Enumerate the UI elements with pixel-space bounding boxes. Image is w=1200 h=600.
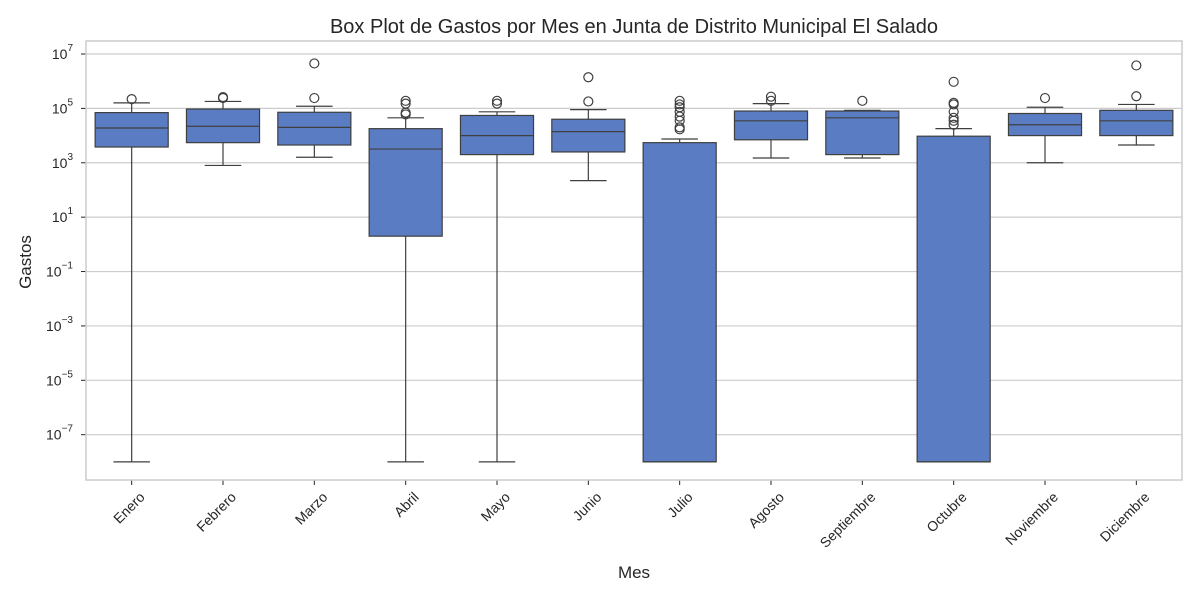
outlier-point bbox=[309, 58, 320, 69]
outlier-point bbox=[765, 91, 777, 102]
y-tick-exponent: −5 bbox=[62, 369, 74, 380]
box-julio bbox=[642, 95, 717, 463]
x-tick-label: Octubre bbox=[923, 489, 970, 536]
outlier-point bbox=[674, 122, 685, 133]
x-tick-label: Diciembre bbox=[1097, 489, 1153, 545]
box-iqr bbox=[551, 118, 626, 153]
y-tick-exponent: −3 bbox=[62, 315, 74, 326]
y-tick-label: 103 bbox=[52, 152, 74, 171]
grid-lines bbox=[86, 53, 1182, 436]
y-tick-label: 107 bbox=[52, 43, 74, 62]
y-tick-label: 10−1 bbox=[46, 261, 73, 280]
outlier-point bbox=[1131, 60, 1142, 71]
x-tick-label: Agosto bbox=[745, 489, 787, 531]
y-tick-base: 10 bbox=[46, 427, 62, 443]
box-series bbox=[94, 58, 1174, 463]
y-tick-base: 10 bbox=[52, 155, 68, 171]
x-tick-label: Julio bbox=[664, 489, 696, 521]
box-diciembre bbox=[1099, 60, 1174, 146]
y-tick-exponent: 1 bbox=[67, 206, 73, 217]
x-tick-label: Septiembre bbox=[817, 489, 879, 551]
y-tick-label: 105 bbox=[52, 97, 74, 116]
outlier-point bbox=[583, 72, 594, 83]
outlier-point bbox=[126, 93, 137, 105]
y-tick-label: 10−5 bbox=[46, 369, 73, 388]
outlier-point bbox=[948, 119, 959, 130]
outlier-point bbox=[491, 98, 503, 109]
y-tick-base: 10 bbox=[52, 100, 68, 116]
box-iqr bbox=[916, 135, 991, 463]
box-iqr bbox=[368, 128, 443, 237]
y-tick-exponent: −7 bbox=[62, 424, 74, 435]
box-noviembre bbox=[1007, 92, 1083, 164]
chart-title: Box Plot de Gastos por Mes en Junta de D… bbox=[330, 16, 938, 38]
outlier-point bbox=[857, 95, 868, 106]
x-axis-label: Mes bbox=[618, 563, 650, 582]
outlier-point bbox=[309, 92, 320, 104]
y-tick-exponent: −1 bbox=[62, 261, 74, 272]
box-mayo bbox=[459, 95, 535, 463]
y-tick-exponent: 7 bbox=[67, 43, 73, 54]
outlier-point bbox=[765, 95, 777, 106]
outlier-point bbox=[400, 98, 411, 109]
x-tick-label: Junio bbox=[569, 489, 604, 524]
outlier-point bbox=[948, 112, 959, 123]
box-abril bbox=[368, 95, 443, 463]
y-tick-base: 10 bbox=[46, 318, 62, 334]
outlier-point bbox=[674, 99, 685, 110]
x-tick-label: Enero bbox=[110, 489, 148, 527]
box-marzo bbox=[277, 58, 352, 158]
outlier-point bbox=[400, 95, 411, 106]
outlier-point bbox=[674, 95, 685, 106]
box-iqr bbox=[94, 112, 169, 148]
outlier-point bbox=[948, 97, 959, 108]
y-axis-label: Gastos bbox=[16, 235, 35, 289]
outlier-point bbox=[217, 92, 229, 103]
outlier-point bbox=[1039, 92, 1051, 104]
y-tick-exponent: 5 bbox=[67, 97, 73, 108]
plot-frame bbox=[85, 40, 1183, 481]
x-tick-label: Mayo bbox=[478, 489, 514, 525]
y-tick-label: 10−7 bbox=[46, 424, 73, 443]
y-tick-label: 10−3 bbox=[46, 315, 73, 334]
y-tick-exponent: 3 bbox=[67, 152, 73, 163]
outlier-point bbox=[583, 96, 594, 107]
box-enero bbox=[94, 93, 169, 463]
y-tick-base: 10 bbox=[46, 264, 62, 280]
box-octubre bbox=[916, 76, 991, 463]
outlier-point bbox=[1131, 91, 1142, 102]
x-tick-label: Febrero bbox=[193, 489, 239, 535]
x-tick-label: Marzo bbox=[292, 489, 331, 528]
box-iqr bbox=[733, 110, 809, 141]
y-tick-base: 10 bbox=[52, 209, 68, 225]
box-iqr bbox=[277, 111, 352, 146]
outlier-point bbox=[674, 106, 685, 117]
y-tick-base: 10 bbox=[46, 372, 62, 388]
y-tick-base: 10 bbox=[52, 46, 68, 62]
box-agosto bbox=[733, 91, 809, 159]
x-axis-ticks: Enero Febrero Marzo Abril Mayo Junio Julio Agos… bbox=[110, 480, 1153, 551]
outlier-point bbox=[674, 102, 685, 113]
box-junio bbox=[551, 72, 626, 182]
box-iqr bbox=[642, 142, 717, 463]
box-febrero bbox=[185, 92, 261, 167]
box-septiembre bbox=[825, 95, 900, 159]
x-tick-label: Abril bbox=[391, 489, 422, 520]
outlier-point bbox=[948, 76, 959, 87]
x-tick-label: Noviembre bbox=[1002, 489, 1061, 548]
box-iqr bbox=[1099, 109, 1174, 137]
y-tick-label: 101 bbox=[52, 206, 74, 225]
outlier-point bbox=[491, 95, 503, 106]
